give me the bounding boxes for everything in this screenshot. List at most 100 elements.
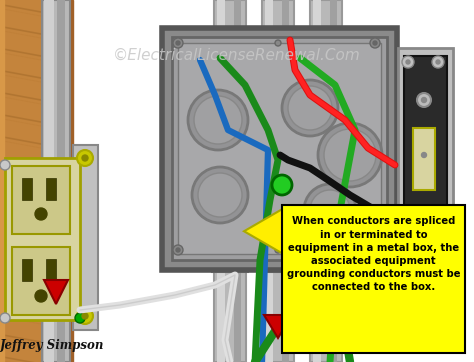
Circle shape [432, 56, 444, 68]
Circle shape [406, 246, 410, 250]
Bar [73, 145, 98, 330]
Circle shape [421, 97, 427, 102]
Bar [214, 0, 246, 85]
Circle shape [373, 41, 377, 45]
Bar [214, 270, 246, 362]
Bar [262, 0, 294, 85]
Bar [172, 37, 387, 260]
Text: When conductors are spliced
in or terminated to
equipment in a metal box, the
as: When conductors are spliced in or termin… [286, 216, 460, 292]
Bar [46, 178, 56, 200]
Circle shape [417, 208, 431, 222]
Polygon shape [264, 315, 292, 338]
Bar [265, 0, 273, 85]
Circle shape [82, 313, 88, 319]
Circle shape [77, 150, 93, 166]
Bar [260, 72, 296, 87]
Bar [212, 72, 248, 87]
Polygon shape [244, 209, 465, 253]
Circle shape [275, 247, 281, 253]
Bar [310, 270, 342, 362]
Circle shape [198, 173, 242, 217]
Circle shape [370, 245, 380, 255]
Polygon shape [44, 280, 68, 304]
Bar [282, 205, 465, 353]
Bar [282, 0, 289, 85]
Circle shape [304, 184, 356, 236]
Circle shape [436, 60, 440, 64]
Bar [0, 0, 73, 362]
Circle shape [282, 80, 338, 136]
Bar [262, 270, 294, 362]
Circle shape [75, 313, 85, 323]
Bar [308, 258, 344, 272]
Circle shape [310, 190, 350, 230]
Bar [46, 259, 56, 281]
Circle shape [275, 40, 281, 46]
Circle shape [188, 90, 248, 150]
Bar [0, 0, 4, 362]
Bar [12, 166, 70, 234]
Bar [5, 158, 80, 320]
Circle shape [194, 96, 242, 144]
Bar [22, 259, 32, 281]
Bar [330, 270, 337, 362]
Circle shape [402, 242, 414, 254]
Circle shape [176, 41, 180, 45]
Bar [42, 195, 70, 362]
Bar [260, 258, 296, 272]
Circle shape [0, 160, 10, 170]
Circle shape [35, 208, 47, 220]
Circle shape [370, 38, 380, 48]
Circle shape [395, 223, 405, 233]
Circle shape [176, 248, 180, 252]
Bar [310, 0, 342, 85]
Bar [38, 175, 74, 197]
Bar [42, 0, 70, 190]
Bar [398, 48, 453, 274]
Bar [413, 128, 435, 190]
Circle shape [432, 242, 444, 254]
Text: ©ElectricalLicenseRenewal.Com: ©ElectricalLicenseRenewal.Com [113, 47, 361, 63]
Circle shape [324, 129, 376, 181]
Circle shape [373, 248, 377, 252]
Circle shape [272, 175, 292, 195]
Bar [217, 270, 225, 362]
Bar [313, 0, 321, 85]
Bar [234, 0, 241, 85]
Bar [69, 0, 73, 362]
Bar [404, 56, 447, 266]
Circle shape [421, 152, 427, 157]
Bar [44, 0, 54, 190]
Circle shape [421, 212, 427, 218]
Polygon shape [312, 315, 340, 338]
Circle shape [406, 60, 410, 64]
Circle shape [173, 245, 183, 255]
Circle shape [35, 290, 47, 302]
Bar [234, 270, 241, 362]
Bar [22, 178, 32, 200]
Bar [212, 82, 248, 90]
Circle shape [82, 155, 88, 161]
Bar [313, 270, 321, 362]
Circle shape [288, 86, 332, 130]
Circle shape [173, 38, 183, 48]
Circle shape [192, 167, 248, 223]
Bar [44, 195, 54, 362]
Bar [178, 43, 381, 254]
Bar [330, 0, 337, 85]
Circle shape [318, 123, 382, 187]
Circle shape [0, 313, 10, 323]
Bar [282, 270, 289, 362]
Circle shape [417, 93, 431, 107]
Circle shape [77, 308, 93, 324]
Text: Jeffrey Simpson: Jeffrey Simpson [0, 339, 104, 352]
Bar [212, 258, 248, 272]
Circle shape [417, 148, 431, 162]
Circle shape [436, 246, 440, 250]
Bar [217, 0, 225, 85]
Circle shape [402, 56, 414, 68]
Bar [12, 247, 70, 315]
Bar [260, 82, 296, 90]
Bar [265, 270, 273, 362]
Bar [308, 72, 344, 87]
